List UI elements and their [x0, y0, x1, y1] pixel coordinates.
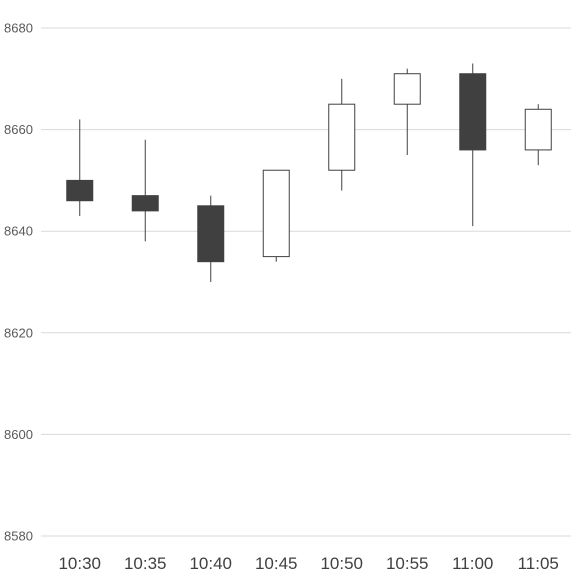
candle-body-up [524, 108, 552, 151]
candle-10:45 [262, 169, 290, 262]
y-axis-ticks: 8580 8600 8620 8640 8660 8680 [4, 21, 33, 544]
y-tick-label: 8580 [4, 529, 33, 544]
candle-10:50 [328, 78, 356, 191]
candle-10:30 [66, 119, 94, 216]
candle-body-down [66, 179, 94, 202]
y-tick-label: 8640 [4, 224, 33, 239]
y-tick-label: 8620 [4, 325, 33, 340]
candle-body-down [197, 205, 225, 263]
candles [66, 63, 552, 282]
candle-body-up [262, 169, 290, 258]
x-tick-label: 10:30 [58, 554, 101, 573]
y-tick-label: 8680 [4, 21, 33, 36]
x-tick-label: 11:05 [518, 554, 559, 573]
candle-10:35 [131, 139, 159, 242]
candle-11:00 [459, 63, 487, 227]
x-tick-label: 10:40 [189, 554, 232, 573]
x-tick-label: 10:50 [320, 554, 363, 573]
y-tick-label: 8660 [4, 122, 33, 137]
x-tick-label: 10:55 [386, 554, 429, 573]
x-tick-label: 10:35 [124, 554, 167, 573]
candle-10:40 [197, 195, 225, 282]
candle-11:05 [524, 104, 552, 166]
candle-body-down [131, 195, 159, 212]
gridlines [41, 27, 571, 537]
candle-10:55 [393, 68, 421, 155]
candle-body-down [459, 73, 487, 151]
candle-body-up [328, 103, 356, 171]
x-tick-label: 10:45 [255, 554, 298, 573]
y-tick-label: 8600 [4, 427, 33, 442]
x-tick-label: 11:00 [452, 554, 493, 573]
x-axis-ticks: 10:30 10:35 10:40 10:45 10:50 10:55 11:00 11:05 [58, 554, 558, 573]
candle-body-up [393, 73, 421, 105]
